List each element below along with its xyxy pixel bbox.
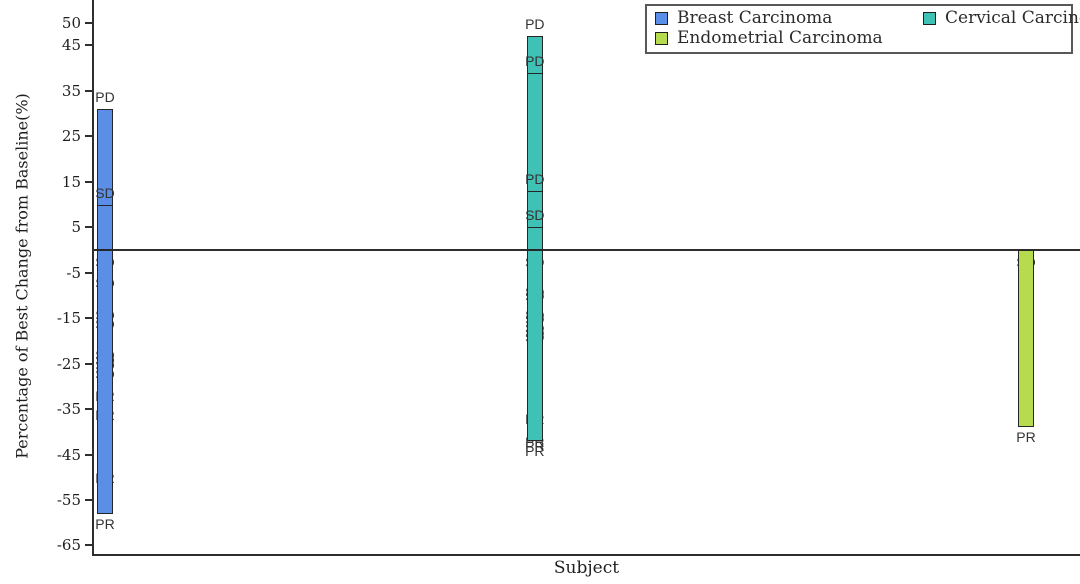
tick-label: -25 [56,354,81,373]
tick-label: -45 [56,445,81,464]
legend-swatch-icon [655,12,668,25]
tick-label: 35 [61,81,81,100]
zero-baseline [92,249,1080,251]
bar-label: PR [95,515,115,532]
legend-label: Breast Carcinoma [677,8,833,28]
tick-mark [85,271,93,274]
legend-label: Endometrial Carcinoma [677,28,883,48]
bar [526,250,543,441]
bar [97,204,113,250]
tick-mark [85,180,93,183]
legend-item: Breast Carcinoma [655,9,923,28]
legend-swatch-icon [923,12,936,25]
legend-swatch-icon [655,32,668,45]
bar-label: PR [525,438,545,455]
tick-mark [85,21,93,24]
tick-label: 50 [61,13,81,32]
tick-label: 15 [61,172,81,191]
bar [526,227,543,250]
y-axis-spine [92,0,94,556]
tick-mark [85,89,93,92]
bar-label: SD [525,207,545,224]
x-axis-label: Subject [553,558,620,578]
tick-label: -5 [66,263,81,282]
tick-mark [85,317,93,320]
tick-label: -55 [56,490,81,509]
bar-label: SD [95,184,115,201]
tick-label: 25 [61,127,81,146]
x-axis-spine [92,554,1080,556]
legend-item: Cervical Carcinoma [923,9,1080,28]
tick-mark [85,498,93,501]
tick-label: -15 [56,309,81,328]
tick-mark [85,226,93,229]
legend-label: Cervical Carcinoma [945,8,1080,28]
y-axis-label: Percentage of Best Change from Baseline(… [12,93,32,459]
bar-label: PR [525,442,545,459]
tick-label: 45 [61,36,81,55]
legend-item: Endometrial Carcinoma [655,29,923,48]
tick-mark [85,408,93,411]
bar-label: PD [525,16,545,33]
tick-mark [85,453,93,456]
tick-label: 5 [71,218,81,237]
bar-label: PD [525,52,545,69]
tick-mark [85,44,93,47]
tick-label: -35 [56,400,81,419]
bar-label: PR [1016,429,1036,446]
bar-label: PD [525,170,545,187]
tick-mark [85,135,93,138]
tick-mark [85,362,93,365]
tick-label: -65 [56,536,81,555]
bar [1018,250,1034,428]
legend: Breast Carcinoma Cervical Carcinoma Endome… [645,4,1080,54]
bar-label: PD [95,89,115,106]
tick-mark [85,544,93,547]
bar [97,250,113,514]
